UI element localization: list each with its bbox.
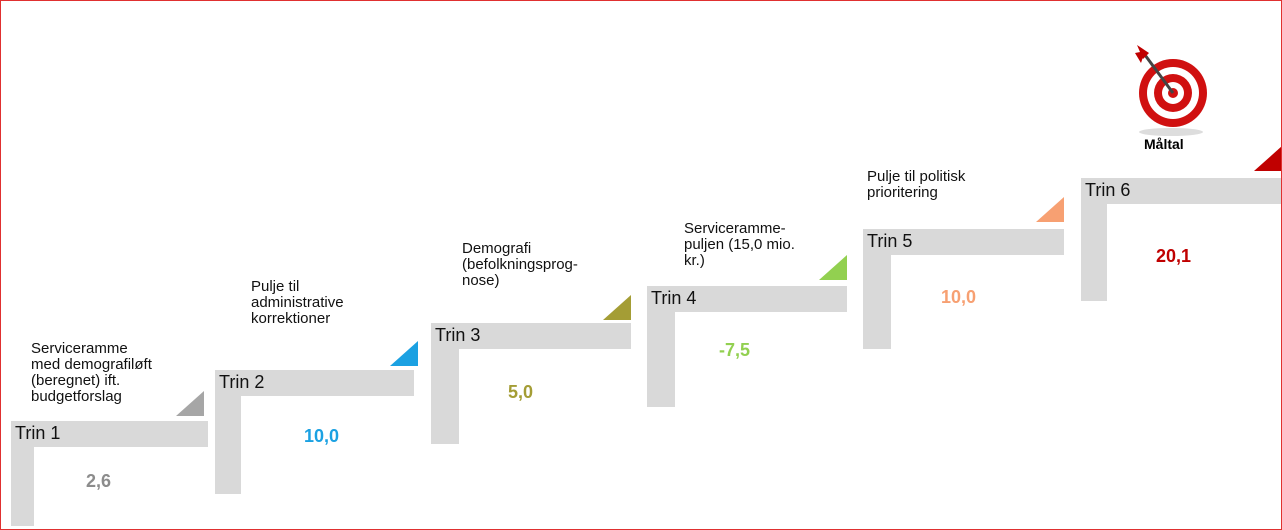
- step-description: Demografi: [462, 241, 531, 257]
- step-label: Trin 6: [1085, 180, 1130, 201]
- step-description: Serviceramme-: [684, 221, 786, 237]
- step-description: (beregnet) ift.: [31, 373, 120, 389]
- step-label: Trin 4: [651, 288, 696, 309]
- step-value: 20,1: [1156, 246, 1191, 267]
- step-description: Pulje til: [251, 279, 299, 295]
- step-marker: [819, 255, 847, 280]
- step-marker: [1254, 146, 1282, 171]
- step-marker: [390, 341, 418, 366]
- step-value: 2,6: [86, 471, 111, 492]
- step-value: -7,5: [719, 340, 750, 361]
- step-description: budgetforslag: [31, 389, 122, 405]
- step-marker: [603, 295, 631, 320]
- step-description: prioritering: [867, 185, 938, 201]
- step-description: puljen (15,0 mio.: [684, 237, 795, 253]
- step-value: 10,0: [304, 426, 339, 447]
- step-description: Pulje til politisk: [867, 169, 965, 185]
- step-value: 5,0: [508, 382, 533, 403]
- step-description: (befolkningsprog-: [462, 257, 578, 273]
- step-marker: [1036, 197, 1064, 222]
- step-label: Trin 2: [219, 372, 264, 393]
- step-label: Trin 1: [15, 423, 60, 444]
- step-description: Serviceramme: [31, 341, 128, 357]
- page: Måltal Trin 1 Servicerammemed demografilø…: [0, 0, 1282, 530]
- step-label: Trin 3: [435, 325, 480, 346]
- step-marker: [176, 391, 204, 416]
- step-description: nose): [462, 273, 500, 289]
- step-description: med demografiløft: [31, 357, 152, 373]
- step-label: Trin 5: [867, 231, 912, 252]
- step-description: kr.): [684, 253, 705, 269]
- goal-label: Måltal: [1144, 136, 1184, 152]
- step-description: korrektioner: [251, 311, 330, 327]
- step-description: administrative: [251, 295, 344, 311]
- step-value: 10,0: [941, 287, 976, 308]
- target-icon: [1129, 39, 1213, 137]
